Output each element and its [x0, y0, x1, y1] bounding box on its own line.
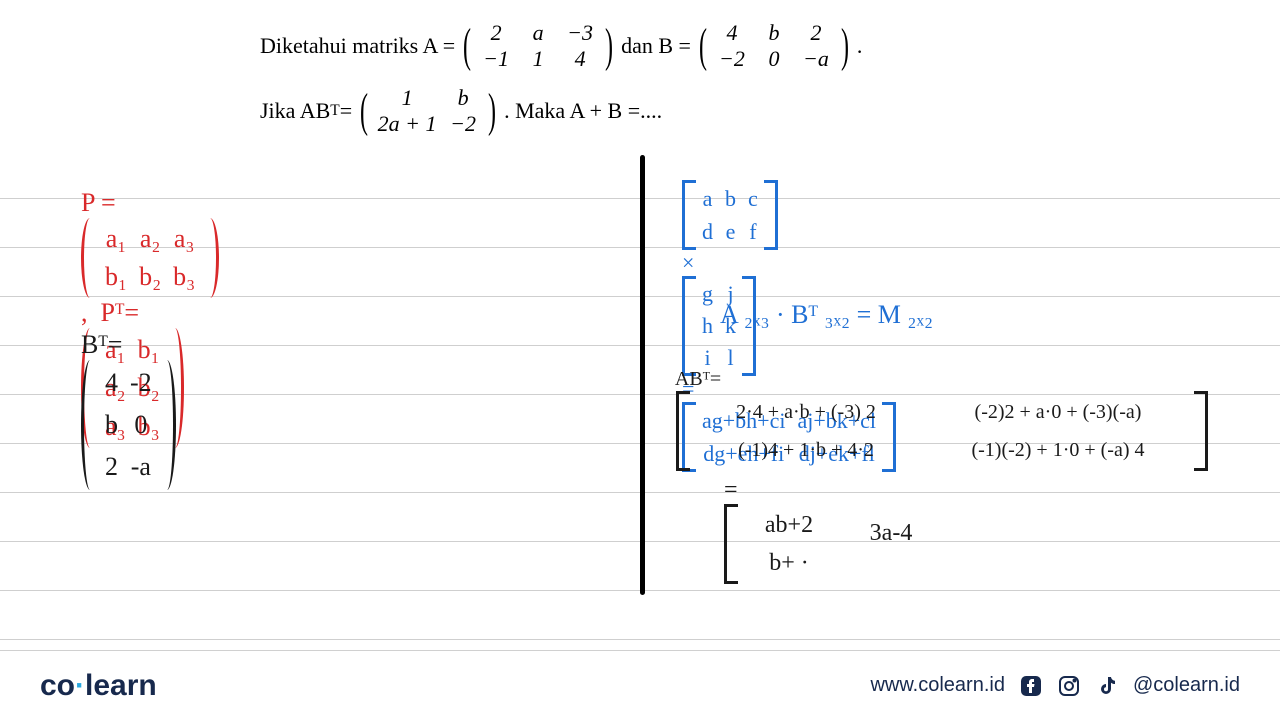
footer-right: www.colearn.id @colearn.id: [870, 674, 1240, 698]
cell: a₂: [139, 221, 161, 256]
logo: co·learn: [40, 669, 157, 703]
facebook-icon: [1019, 674, 1043, 698]
cell: −2: [711, 46, 753, 72]
cell: (-1)(-2) + 1·0 + (-a) 4: [928, 437, 1188, 464]
eq: =: [724, 477, 738, 503]
cell: 2: [105, 449, 118, 484]
matrix-ABT: ( 1 b 2a + 1 −2 ): [356, 85, 500, 138]
cell: 0: [753, 46, 795, 72]
cell: b: [105, 407, 118, 442]
label: ABᵀ=: [675, 368, 721, 390]
cell: a₃: [173, 221, 195, 256]
text-suffix: . Maka A + B =....: [504, 98, 662, 124]
cell: 2: [475, 20, 517, 46]
text-jika: Jika AB: [260, 98, 330, 124]
cell: b+ ·: [744, 547, 834, 579]
text-prefix: Diketahui matriks A =: [260, 33, 455, 59]
cell: 1: [517, 46, 559, 72]
hand-black-BT: Bᵀ= 4 b 2 -2 0 -a: [55, 300, 176, 520]
logo-part-a: co: [40, 669, 75, 702]
cell: 2a + 1: [372, 111, 442, 137]
label: Bᵀ=: [81, 330, 122, 359]
logo-dot: ·: [75, 669, 85, 702]
text-eq: =: [340, 98, 352, 124]
cell: 4: [711, 20, 753, 46]
cell: −1: [475, 46, 517, 72]
cell: a: [702, 184, 713, 214]
cell: b: [753, 20, 795, 46]
cell: a₁: [105, 221, 127, 256]
problem-line-2: Jika AB T = ( 1 b 2a + 1 −2 ) . Maka A +…: [260, 85, 1280, 138]
period: .: [857, 33, 863, 59]
cell: c: [748, 184, 758, 214]
cell: b: [442, 85, 484, 111]
footer-url: www.colearn.id: [870, 674, 1005, 697]
notebook-area: P = a₁ b₁ a₂ b₂ a₃ b₃ , Pᵀ= a₁ a₂ a₃: [0, 150, 1280, 640]
instagram-icon: [1057, 674, 1081, 698]
cell: −a: [795, 46, 837, 72]
cell: -a: [130, 449, 152, 484]
hand-blue-dims: A ₂ₓ₃ · Bᵀ ₃ₓ₂ = M ₂ₓ₂: [720, 300, 933, 330]
cell: b: [725, 184, 736, 214]
tiktok-icon: [1095, 674, 1119, 698]
cell: 4: [105, 365, 118, 400]
cell: -2: [130, 365, 152, 400]
cell: g: [702, 279, 713, 309]
hand-black-abt2: = ab+2 b+ · 3a-4: [700, 450, 942, 611]
cell: h: [702, 311, 713, 341]
cell: f: [748, 217, 758, 247]
cell: 2: [795, 20, 837, 46]
matrix-A: ( 2 a −3 −1 1 4 ): [459, 20, 617, 73]
cell: b₃: [173, 259, 195, 294]
cell: 3a-4: [846, 517, 936, 549]
superscript-T: T: [330, 102, 339, 120]
cell: d: [702, 217, 713, 247]
cell: 1: [372, 85, 442, 111]
cell: b₂: [139, 259, 161, 294]
cell: e: [725, 217, 736, 247]
cell: b₁: [105, 259, 127, 294]
matrix-B: ( 4 b 2 −2 0 −a ): [695, 20, 853, 73]
footer-handle: @colearn.id: [1133, 674, 1240, 697]
problem-statement: Diketahui matriks A = ( 2 a −3 −1 1 4 ) …: [0, 0, 1280, 160]
cell: −3: [559, 20, 601, 46]
cell: −2: [442, 111, 484, 137]
cell: a: [517, 20, 559, 46]
text-mid: dan B =: [621, 33, 691, 59]
cell: 2·4 + a·b + (-3) 2: [696, 399, 916, 426]
times: ×: [682, 250, 694, 275]
footer: co·learn www.colearn.id @colearn.id: [0, 650, 1280, 720]
vertical-divider: [640, 155, 645, 595]
label: P =: [81, 188, 116, 217]
cell: ab+2: [744, 509, 834, 541]
logo-part-b: learn: [85, 669, 157, 702]
cell: 0: [130, 407, 152, 442]
cell: 4: [559, 46, 601, 72]
problem-line-1: Diketahui matriks A = ( 2 a −3 −1 1 4 ) …: [260, 20, 1280, 73]
cell: (-2)2 + a·0 + (-3)(-a): [928, 399, 1188, 426]
